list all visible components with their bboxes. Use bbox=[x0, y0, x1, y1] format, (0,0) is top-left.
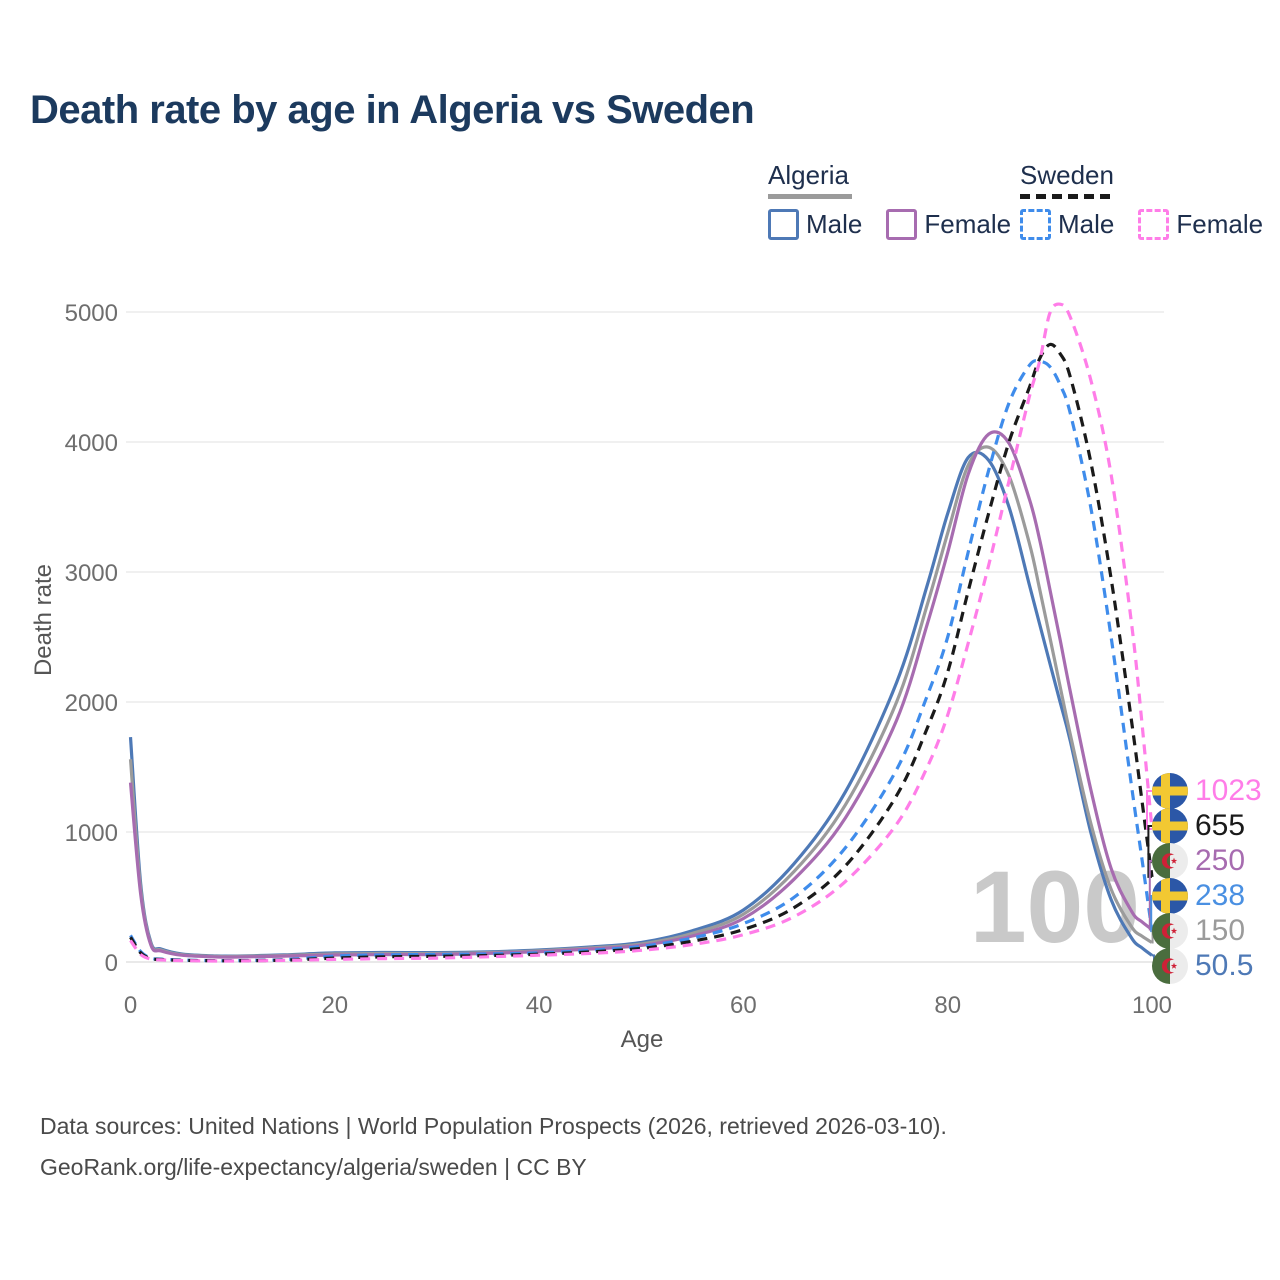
x-tick-label: 40 bbox=[526, 992, 553, 1019]
sweden-female-swatch-icon bbox=[1138, 209, 1170, 240]
series-line bbox=[129, 359, 1154, 963]
y-tick-label: 5000 bbox=[65, 300, 118, 327]
y-tick-label: 2000 bbox=[65, 690, 118, 717]
legend-country-algeria[interactable]: Algeria bbox=[768, 160, 852, 199]
series-line bbox=[129, 302, 1154, 963]
legend-group-algeria: Algeria Male Female bbox=[768, 160, 1011, 240]
sweden-flag-icon bbox=[1152, 878, 1188, 914]
end-value-row: 250 bbox=[1152, 843, 1245, 879]
footer-url: GeoRank.org/life-expectancy/algeria/swed… bbox=[40, 1154, 587, 1180]
sweden-line-swatch bbox=[1020, 194, 1110, 199]
end-value-row: 1023 bbox=[1152, 773, 1262, 809]
end-label-connector bbox=[1146, 790, 1156, 830]
end-value-row: 238 bbox=[1152, 878, 1245, 914]
algeria-male-swatch-icon bbox=[768, 209, 799, 240]
x-tick-label: 60 bbox=[730, 992, 757, 1019]
legend-item-label: Female bbox=[1176, 209, 1264, 239]
legend-item-algeria-female[interactable]: Female bbox=[886, 209, 1011, 240]
algeria-flag-icon bbox=[1152, 948, 1188, 984]
legend-item-sweden-female[interactable]: Female bbox=[1138, 209, 1263, 240]
footer-sources: Data sources: United Nations | World Pop… bbox=[40, 1113, 947, 1139]
end-value-row: 655 bbox=[1152, 808, 1245, 844]
algeria-flag-icon bbox=[1152, 843, 1188, 879]
end-value-label: 250 bbox=[1195, 844, 1246, 877]
x-tick-label: 0 bbox=[124, 992, 137, 1019]
y-tick-label: 0 bbox=[105, 950, 118, 977]
legend-item-sweden-male[interactable]: Male bbox=[1020, 209, 1114, 240]
y-tick-label: 1000 bbox=[65, 820, 118, 847]
algeria-line-swatch bbox=[768, 194, 852, 199]
end-value-label: 50.5 bbox=[1195, 949, 1254, 982]
y-tick-label: 3000 bbox=[65, 560, 118, 587]
algeria-female-swatch-icon bbox=[886, 209, 918, 240]
legend-country-sweden[interactable]: Sweden bbox=[1020, 160, 1114, 199]
legend-item-label: Female bbox=[924, 209, 1012, 239]
legend-group-sweden: Sweden Male Female bbox=[1020, 160, 1263, 240]
x-tick-label: 100 bbox=[1132, 992, 1172, 1019]
legend-item-algeria-male[interactable]: Male bbox=[768, 209, 862, 240]
end-value-row: 150 bbox=[1152, 913, 1245, 949]
sweden-male-swatch-icon bbox=[1020, 209, 1051, 240]
end-value-label: 238 bbox=[1195, 879, 1246, 912]
algeria-flag-icon bbox=[1152, 913, 1188, 949]
end-value-row: 50.5 bbox=[1152, 948, 1253, 984]
page-title: Death rate by age in Algeria vs Sweden bbox=[30, 88, 755, 132]
legend-country-label: Algeria bbox=[768, 160, 849, 190]
x-axis-title: Age bbox=[620, 1026, 664, 1053]
x-tick-label: 80 bbox=[934, 992, 961, 1019]
legend-country-label: Sweden bbox=[1020, 160, 1114, 190]
legend-item-label: Male bbox=[806, 209, 863, 239]
footer: Data sources: United Nations | World Pop… bbox=[40, 1106, 947, 1188]
series-line bbox=[128, 430, 1153, 959]
end-value-label: 1023 bbox=[1195, 774, 1262, 807]
sweden-flag-icon bbox=[1152, 773, 1188, 809]
sweden-flag-icon bbox=[1152, 808, 1188, 844]
end-value-label: 655 bbox=[1195, 809, 1246, 842]
y-tick-label: 4000 bbox=[65, 430, 118, 457]
x-tick-label: 20 bbox=[321, 992, 348, 1019]
end-value-label: 150 bbox=[1195, 914, 1246, 947]
legend-item-label: Male bbox=[1058, 209, 1115, 239]
